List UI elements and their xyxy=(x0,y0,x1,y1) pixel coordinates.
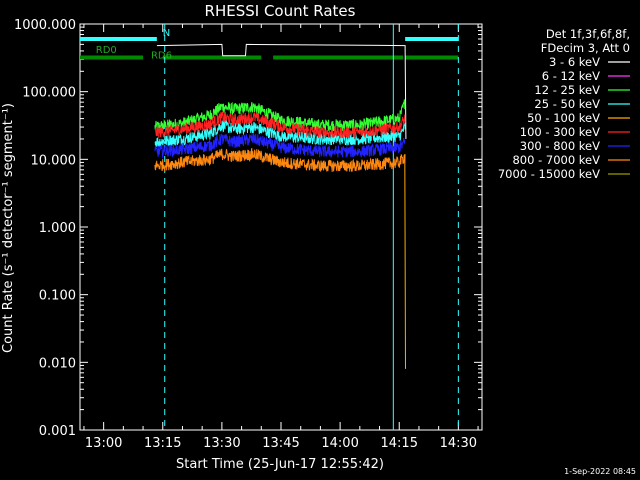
legend-entry-label: 800 - 7000 keV xyxy=(512,153,600,167)
y-tick-label: 1.000 xyxy=(39,221,76,236)
series-line-12-25-kev xyxy=(154,99,406,132)
legend-entry-label: 3 - 6 keV xyxy=(549,55,600,69)
x-tick-label: 14:15 xyxy=(381,436,418,451)
y-tick-label: 1000.000 xyxy=(14,18,76,33)
y-tick-label: 0.010 xyxy=(39,356,76,371)
x-tick-label: 14:30 xyxy=(440,436,477,451)
x-tick-label: 13:30 xyxy=(203,436,240,451)
legend-entry-label: 7000 - 15000 keV xyxy=(498,167,600,181)
legend-header: FDecim 3, Att 0 xyxy=(541,41,630,55)
series-line-3-6-kev xyxy=(156,43,407,140)
flag-bars: RD0 N RD6 xyxy=(80,28,459,61)
y-tick-label: 0.001 xyxy=(39,424,76,439)
chart-title: RHESSI Count Rates xyxy=(205,2,356,20)
x-tick-label: 14:00 xyxy=(321,436,358,451)
legend-entry-label: 6 - 12 keV xyxy=(542,69,600,83)
legend-header: Det 1f,3f,6f,8f, xyxy=(546,27,630,41)
date-stamp: 1-Sep-2022 08:45 xyxy=(564,467,636,476)
series-line-50-100-kev xyxy=(404,153,406,369)
legend-entry-label: 50 - 100 keV xyxy=(527,111,600,125)
y-tick-label: 100.000 xyxy=(22,86,76,101)
x-tick-label: 13:15 xyxy=(144,436,181,451)
x-axis-label: Start Time (25-Jun-17 12:55:42) xyxy=(176,457,384,472)
flag-label-n: N xyxy=(163,28,170,39)
axis-ticks: 1000.000 100.000 10.000 1.000 0.100 0.010 0.00… xyxy=(14,18,482,451)
y-tick-label: 0.100 xyxy=(39,289,76,304)
plot-frame xyxy=(79,23,483,431)
series-line-800-7000-kev xyxy=(154,147,406,173)
legend: Det 1f,3f,6f,8f,FDecim 3, Att 03 - 6 keV… xyxy=(498,27,630,181)
x-tick-label: 13:00 xyxy=(85,436,122,451)
flag-label-rd6: RD6 xyxy=(151,50,172,61)
legend-entry-label: 25 - 50 keV xyxy=(534,97,600,111)
plot-border xyxy=(79,23,483,431)
legend-entry-label: 12 - 25 keV xyxy=(534,83,600,97)
legend-entry-label: 100 - 300 keV xyxy=(520,125,600,139)
vertical-markers xyxy=(164,24,459,430)
legend-entry-label: 300 - 800 keV xyxy=(520,139,600,153)
y-axis-label: Count Rate (s⁻¹ detector⁻¹ segment⁻¹) xyxy=(1,103,16,353)
y-tick-label: 10.000 xyxy=(31,153,77,168)
x-tick-label: 13:45 xyxy=(262,436,299,451)
series-line-100-300-kev xyxy=(154,111,406,140)
series-line-300-800-kev xyxy=(154,133,406,159)
series-lines xyxy=(154,43,407,369)
series-line-25-50-kev xyxy=(154,120,406,148)
flag-label-rd0: RD0 xyxy=(96,45,117,56)
